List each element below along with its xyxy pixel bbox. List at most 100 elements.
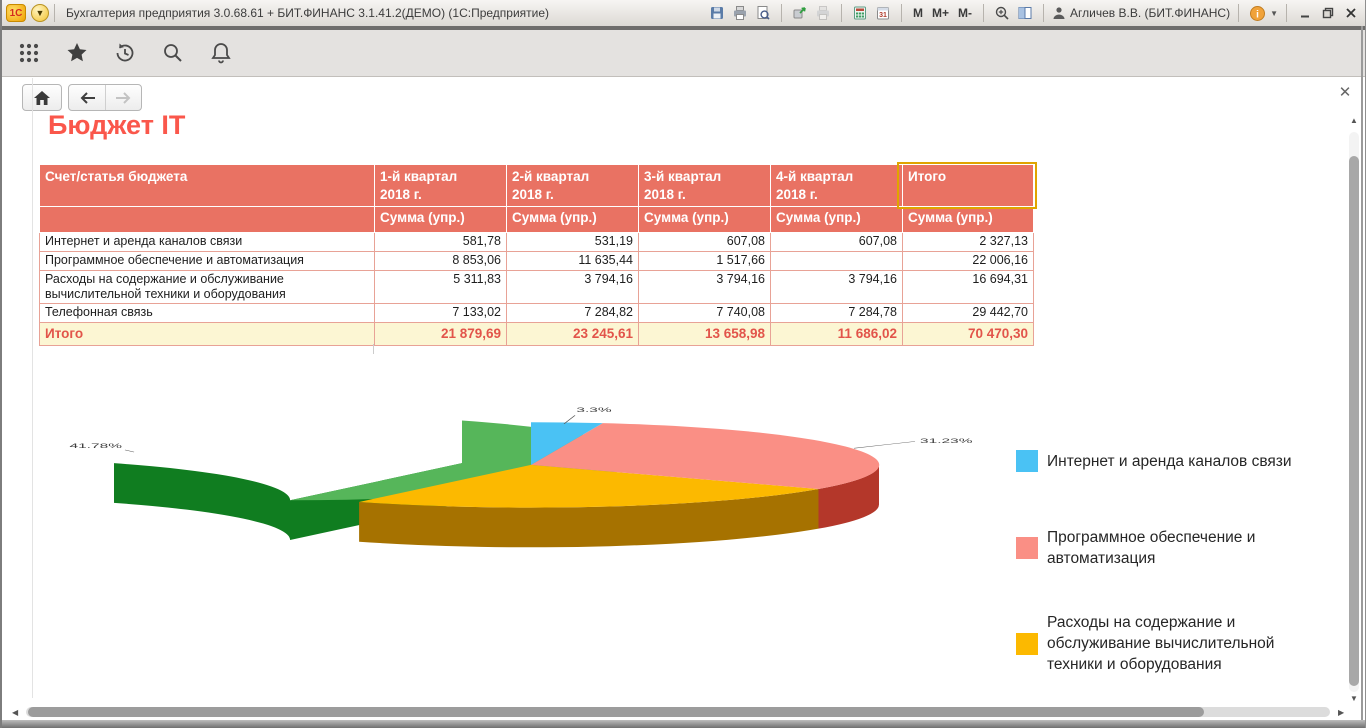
header-total[interactable]: Итого [902, 164, 1034, 207]
value-cell[interactable]: 22 006,16 [902, 251, 1034, 271]
value-cell[interactable]: 7 133,02 [374, 303, 507, 323]
pie-slice-software-side[interactable] [818, 464, 880, 529]
value-cell[interactable]: 29 442,70 [902, 303, 1034, 323]
vertical-scrollbar[interactable]: ▲ ▼ [1348, 116, 1360, 706]
export-link-button[interactable] [790, 3, 810, 23]
restore-button[interactable] [1318, 3, 1338, 23]
total-value-cell[interactable]: 23 245,61 [506, 322, 639, 346]
divider [983, 4, 985, 22]
value-cell[interactable]: 607,08 [638, 232, 771, 252]
scroll-right-arrow[interactable]: ▶ [1338, 708, 1345, 717]
forward-button[interactable] [105, 85, 141, 110]
memory-m-minus-button[interactable]: M- [958, 6, 973, 20]
form-close-button[interactable]: ✕ [1338, 84, 1352, 101]
save-button[interactable] [707, 3, 727, 23]
titlebar-shadow [2, 26, 1365, 30]
back-button[interactable] [69, 85, 105, 110]
history-button[interactable] [112, 40, 138, 66]
memory-m-plus-button[interactable]: M+ [932, 6, 950, 20]
total-value-cell[interactable]: 13 658,98 [638, 322, 771, 346]
value-cell[interactable]: 7 284,82 [506, 303, 639, 323]
row-name-cell[interactable]: Расходы на содержание и обслуживание выч… [39, 270, 375, 304]
pie-chart: 3.3% 31.23% 41.78% [69, 406, 973, 548]
home-button[interactable] [22, 84, 62, 111]
horizontal-scrollbar[interactable]: ◀ ▶ [8, 704, 1354, 720]
pie-slice-hardware[interactable] [359, 464, 819, 508]
print-current-button[interactable] [813, 3, 833, 23]
row-name-cell[interactable]: Программное обеспечение и автоматизация [39, 251, 375, 271]
value-cell[interactable]: 3 794,16 [770, 270, 903, 304]
print-preview-button[interactable] [753, 3, 773, 23]
memory-m-button[interactable]: M [913, 6, 924, 20]
info-caret-button[interactable]: ▼ [1270, 8, 1278, 18]
sum-label-q1[interactable]: Сумма (упр.) [374, 206, 507, 233]
value-cell[interactable]: 581,78 [374, 232, 507, 252]
total-value-cell[interactable]: 21 879,69 [374, 322, 507, 346]
value-cell[interactable]: 11 635,44 [506, 251, 639, 271]
header-q3-line2: 2018 г. [644, 187, 686, 202]
menu-grid-button[interactable] [16, 40, 42, 66]
divider [54, 4, 55, 22]
pie-slice-hardware-side[interactable] [359, 488, 819, 548]
search-button[interactable] [160, 40, 186, 66]
value-cell[interactable]: 3 794,16 [506, 270, 639, 304]
scroll-down-arrow[interactable]: ▼ [1350, 694, 1358, 703]
value-cell[interactable]: 8 853,06 [374, 251, 507, 271]
favorites-button[interactable] [64, 40, 90, 66]
navigation-row [2, 78, 1365, 112]
pie-slice-internet[interactable] [531, 422, 603, 465]
sum-label-q2[interactable]: Сумма (упр.) [506, 206, 639, 233]
value-cell[interactable]: 531,19 [506, 232, 639, 252]
user-button[interactable]: Агличев В.В. (БИТ.ФИНАНС) [1052, 6, 1230, 20]
header-q2[interactable]: 2-й квартал 2018 г. [506, 164, 639, 207]
value-cell[interactable]: 16 694,31 [902, 270, 1034, 304]
header-q1-line1: 1-й квартал [380, 169, 458, 184]
value-cell[interactable]: 1 517,66 [638, 251, 771, 271]
legend-swatch-internet [1016, 450, 1038, 472]
minimize-button[interactable] [1295, 3, 1315, 23]
print-button[interactable] [730, 3, 750, 23]
total-label-cell[interactable]: Итого [39, 322, 375, 346]
header-q4[interactable]: 4-й квартал 2018 г. [770, 164, 903, 207]
header-empty[interactable] [39, 206, 375, 233]
calendar-button[interactable]: 31 [873, 3, 893, 23]
main-menu-button[interactable]: ▼ [31, 4, 49, 22]
horizontal-scrollbar-thumb[interactable] [28, 707, 1204, 717]
value-cell[interactable]: 7 284,78 [770, 303, 903, 323]
sum-label-q4[interactable]: Сумма (упр.) [770, 206, 903, 233]
notifications-button[interactable] [208, 40, 234, 66]
value-cell[interactable]: 5 311,83 [374, 270, 507, 304]
vertical-scrollbar-thumb[interactable] [1349, 156, 1359, 686]
value-cell[interactable]: 3 794,16 [638, 270, 771, 304]
value-cell[interactable]: 607,08 [770, 232, 903, 252]
zoom-button[interactable] [992, 3, 1012, 23]
value-cell[interactable]: 2 327,13 [902, 232, 1034, 252]
scroll-up-arrow[interactable]: ▲ [1350, 116, 1358, 125]
close-button[interactable] [1341, 3, 1361, 23]
row-name-cell[interactable]: Интернет и аренда каналов связи [39, 232, 375, 252]
info-button[interactable]: i [1247, 3, 1267, 23]
scroll-left-arrow[interactable]: ◀ [12, 708, 19, 717]
header-q4-line2: 2018 г. [776, 187, 818, 202]
pie-slice-software[interactable] [531, 423, 880, 489]
value-cell[interactable] [770, 251, 903, 271]
pct-label-software: 31.23% [920, 437, 973, 445]
legend-swatch-hardware [1016, 632, 1038, 655]
value-cell[interactable]: 7 740,08 [638, 303, 771, 323]
header-q1[interactable]: 1-й квартал 2018 г. [374, 164, 507, 207]
sum-label-q3[interactable]: Сумма (упр.) [638, 206, 771, 233]
header-q3-line1: 3-й квартал [644, 169, 722, 184]
header-q3[interactable]: 3-й квартал 2018 г. [638, 164, 771, 207]
calculator-button[interactable] [850, 3, 870, 23]
total-value-cell[interactable]: 70 470,30 [902, 322, 1034, 346]
row-name-cell[interactable]: Телефонная связь [39, 303, 375, 323]
split-view-button[interactable] [1015, 3, 1035, 23]
table-row: Расходы на содержание и обслуживание выч… [39, 270, 1034, 304]
legend-label-software: Программное обеспечение и автоматизация [1047, 529, 1256, 567]
total-value-cell[interactable]: 11 686,02 [770, 322, 903, 346]
window-bottom-border [2, 720, 1365, 728]
sum-label-total[interactable]: Сумма (упр.) [902, 206, 1034, 233]
leader-line-software [853, 441, 916, 449]
table-corner-header[interactable]: Счет/статья бюджета [39, 164, 375, 207]
divider [781, 4, 783, 22]
